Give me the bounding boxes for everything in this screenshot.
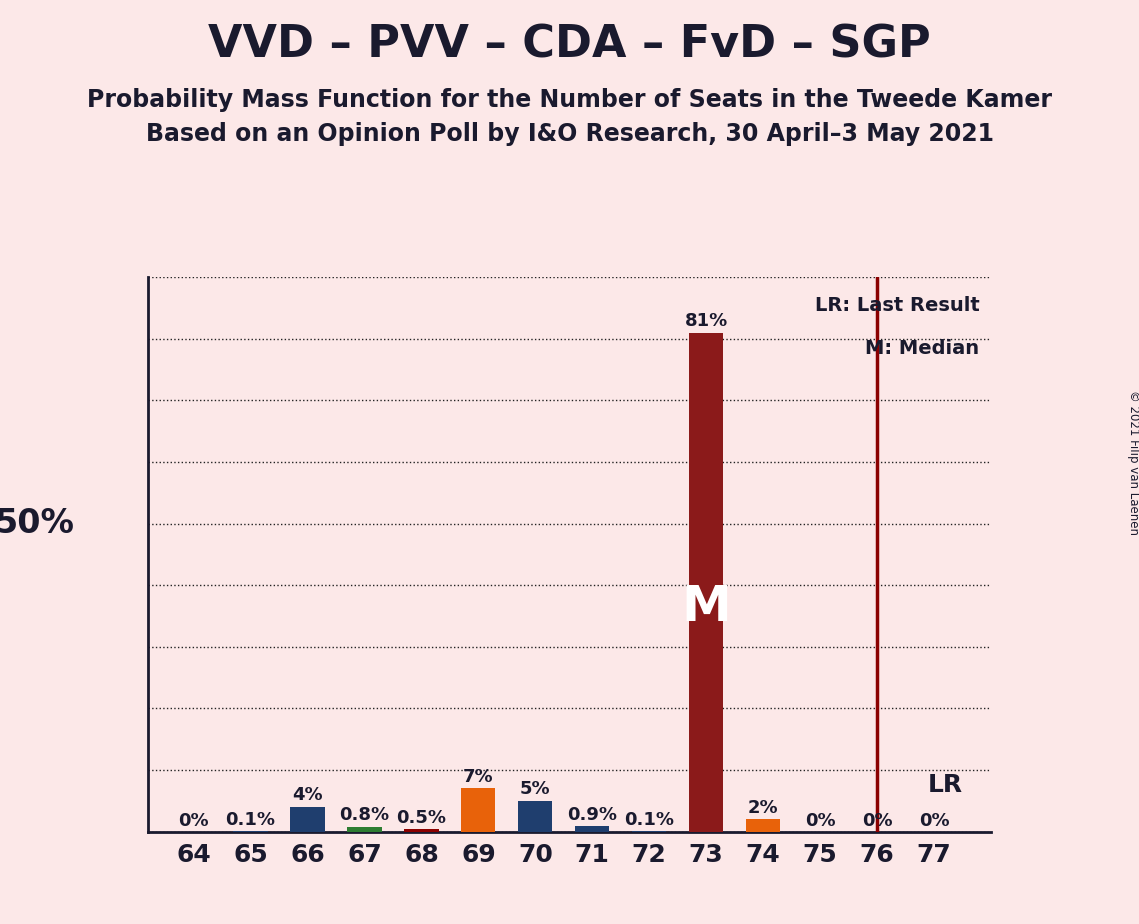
Text: M: Median: M: Median [866,339,980,358]
Bar [461,788,495,832]
Bar [575,826,609,832]
Text: LR: LR [927,773,962,797]
Text: 81%: 81% [685,312,728,330]
Text: 5%: 5% [521,781,550,798]
Text: VVD – PVV – CDA – FvD – SGP: VVD – PVV – CDA – FvD – SGP [208,23,931,67]
Text: M: M [681,583,731,631]
Text: 0.1%: 0.1% [624,811,674,829]
Text: LR: Last Result: LR: Last Result [814,296,980,315]
Text: 0.9%: 0.9% [567,806,617,823]
Text: 0%: 0% [862,812,892,830]
Text: 0%: 0% [805,812,835,830]
Text: 0%: 0% [179,812,208,830]
Text: 7%: 7% [464,768,493,786]
Bar [290,807,325,832]
Text: 0.5%: 0.5% [396,808,446,827]
Text: 2%: 2% [748,799,778,817]
Bar [404,829,439,832]
Text: © 2021 Filip van Laenen: © 2021 Filip van Laenen [1126,390,1139,534]
Text: 50%: 50% [0,507,74,541]
Text: 0.1%: 0.1% [226,811,276,829]
Text: Based on an Opinion Poll by I&O Research, 30 April–3 May 2021: Based on an Opinion Poll by I&O Research… [146,122,993,146]
Bar [689,333,723,832]
Bar [518,801,552,832]
Text: 0.8%: 0.8% [339,807,390,824]
Text: Probability Mass Function for the Number of Seats in the Tweede Kamer: Probability Mass Function for the Number… [87,88,1052,112]
Text: 4%: 4% [293,786,322,805]
Bar [746,820,780,832]
Text: 0%: 0% [919,812,949,830]
Bar [347,827,382,832]
